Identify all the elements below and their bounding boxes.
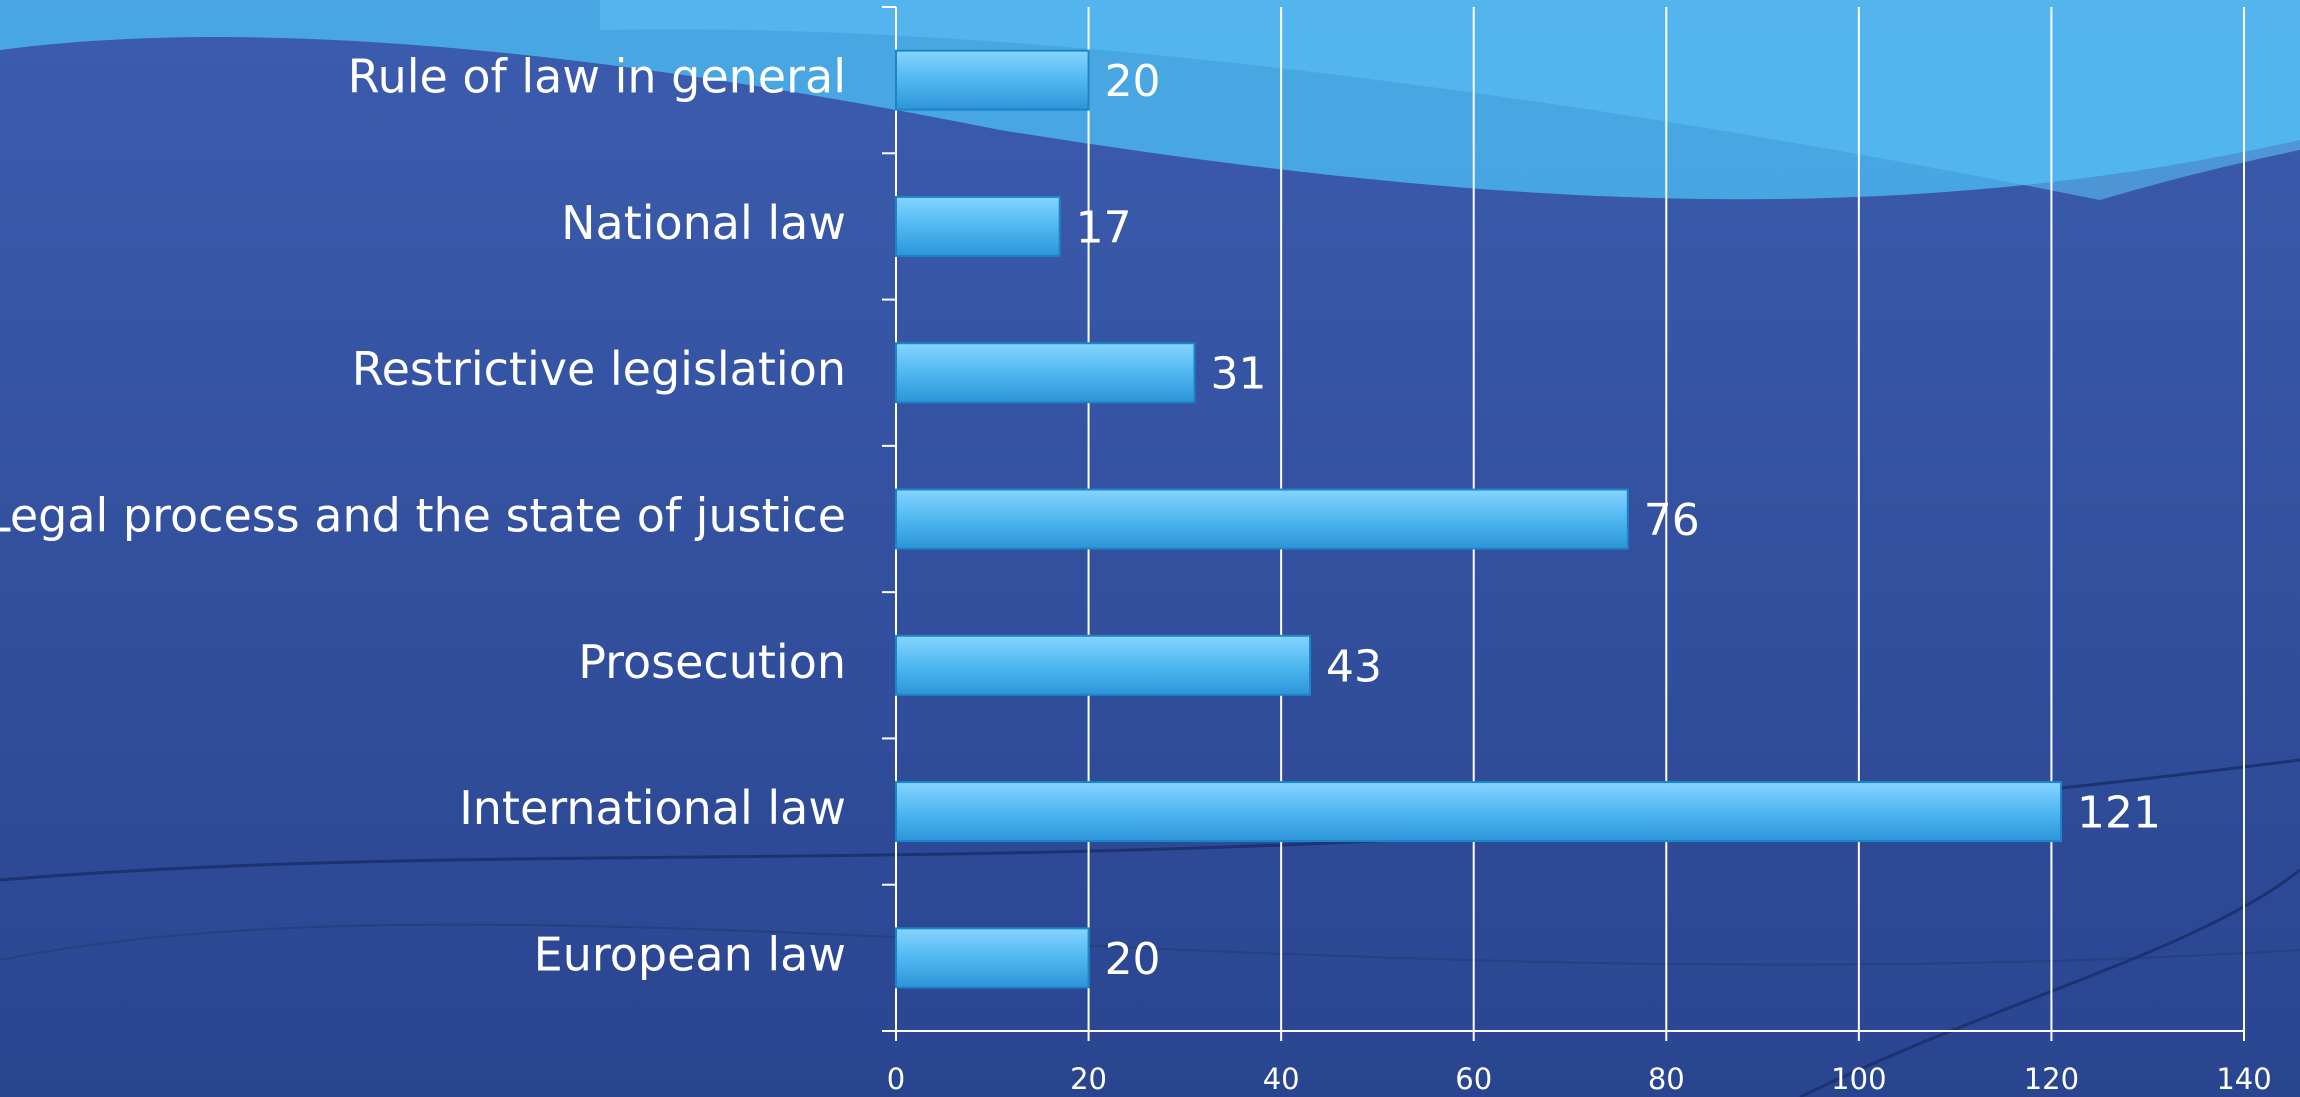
- data-label: 43: [1326, 641, 1382, 692]
- data-label: 20: [1105, 934, 1161, 985]
- bar: [895, 781, 2063, 843]
- y-tick-label: Restrictive legislation: [352, 342, 846, 396]
- x-tick-label: 20: [1070, 1062, 1107, 1096]
- x-tick-label: 140: [2216, 1062, 2271, 1096]
- x-tick-label: 0: [887, 1062, 905, 1096]
- plot: 0 20 40 60 80 100 120 140 Rule of law in general…: [0, 6, 2272, 1096]
- data-label: 17: [1076, 202, 1132, 253]
- bar: [895, 342, 1196, 404]
- y-tick-label: Legal process and the state of justice: [0, 489, 846, 543]
- x-tick-label: 120: [2024, 1062, 2079, 1096]
- data-label: 31: [1210, 349, 1266, 400]
- bar: [895, 195, 1061, 257]
- y-tick-label: International law: [459, 781, 846, 835]
- y-tick-label: Prosecution: [578, 635, 846, 689]
- data-label: 20: [1105, 56, 1161, 107]
- x-tick-label: 40: [1263, 1062, 1300, 1096]
- bar: [895, 634, 1312, 696]
- bar: [895, 49, 1090, 111]
- data-label: 76: [1644, 495, 1700, 546]
- x-tick-label: 60: [1455, 1062, 1492, 1096]
- bar: [895, 488, 1629, 550]
- wave-line: [1799, 868, 2300, 1097]
- wave: [600, 0, 2300, 200]
- y-tick-label: Rule of law in general: [348, 50, 846, 104]
- y-tick-label: National law: [561, 196, 846, 250]
- y-tick-label: European law: [534, 927, 846, 981]
- data-label: 121: [2077, 788, 2161, 839]
- x-tick-label: 100: [1831, 1062, 1886, 1096]
- x-tick-label: 80: [1648, 1062, 1685, 1096]
- bar: [895, 927, 1090, 989]
